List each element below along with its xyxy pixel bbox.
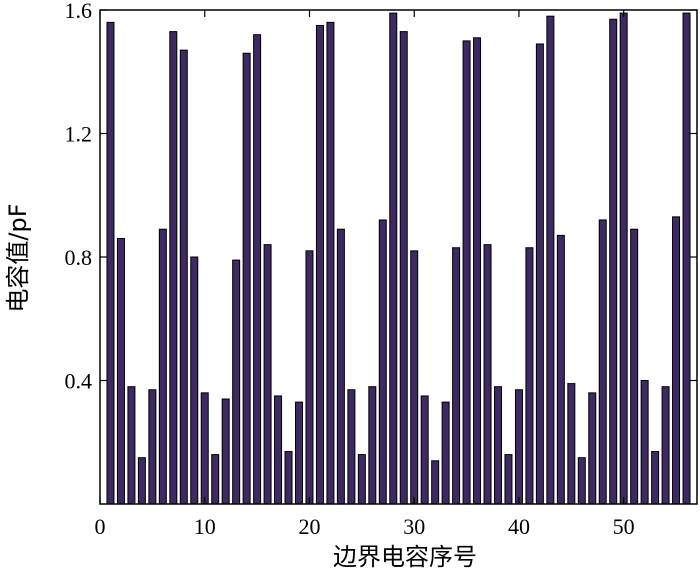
bar (546, 15, 555, 505)
bar (326, 21, 335, 505)
bar (295, 401, 303, 505)
bar (567, 383, 576, 505)
bar (158, 228, 167, 505)
bar (504, 454, 513, 505)
bar (661, 386, 670, 505)
y-axis-title: 电容值/pF (4, 203, 32, 312)
bar (169, 31, 178, 505)
bar (441, 401, 450, 505)
bar (242, 52, 251, 505)
y-tick-label: 0.8 (65, 245, 93, 270)
bar (619, 12, 628, 505)
bar (253, 34, 262, 505)
bar (651, 451, 660, 505)
bar (106, 21, 115, 505)
bar (127, 386, 136, 505)
bar (116, 237, 125, 505)
x-tick-label: 30 (403, 514, 425, 539)
bar (514, 389, 523, 505)
bar (598, 219, 607, 505)
bar (389, 12, 398, 505)
x-tick-label: 50 (613, 514, 635, 539)
bar (399, 31, 408, 505)
bar (577, 457, 586, 505)
bar (148, 389, 157, 505)
bar (357, 454, 366, 505)
bar (525, 247, 534, 505)
bar (232, 259, 241, 505)
bar (305, 250, 314, 505)
x-axis-title: 边界电容序号 (333, 543, 477, 571)
bar (274, 395, 283, 505)
bar (462, 40, 471, 505)
bar (263, 244, 272, 505)
bar (473, 37, 482, 505)
bar (221, 398, 230, 505)
bar (410, 250, 419, 505)
bar (588, 392, 597, 505)
bar (179, 49, 188, 505)
bar (535, 43, 544, 505)
x-tick-label: 10 (194, 514, 216, 539)
y-tick-label: 1.6 (65, 0, 93, 23)
bar (556, 234, 565, 505)
bar (452, 247, 461, 505)
bar (137, 457, 146, 505)
bar (315, 24, 324, 505)
bar (347, 389, 356, 505)
bar (609, 18, 618, 505)
bar (284, 451, 293, 505)
x-tick-label: 0 (95, 514, 106, 539)
y-tick-label: 1.2 (65, 122, 93, 147)
bar (640, 380, 649, 505)
bar (431, 460, 440, 505)
bar (494, 386, 502, 505)
bar-series (106, 12, 691, 505)
y-tick-label: 0.4 (65, 369, 93, 394)
bar (211, 454, 220, 505)
bar (368, 386, 377, 505)
bar (682, 12, 691, 505)
bar (200, 392, 209, 505)
axis-tick-labels: 0 10 20 30 40 50 0.4 0.8 1.2 1.6 (65, 0, 635, 539)
bar (190, 256, 199, 505)
x-tick-label: 20 (298, 514, 320, 539)
plot-frame (99, 9, 698, 505)
bar (336, 228, 345, 505)
axis-ticks (99, 9, 697, 504)
bar (483, 244, 492, 505)
x-tick-label: 40 (508, 514, 530, 539)
bar (420, 395, 429, 505)
bar (672, 216, 681, 505)
bar (630, 228, 639, 505)
bar (378, 219, 387, 505)
